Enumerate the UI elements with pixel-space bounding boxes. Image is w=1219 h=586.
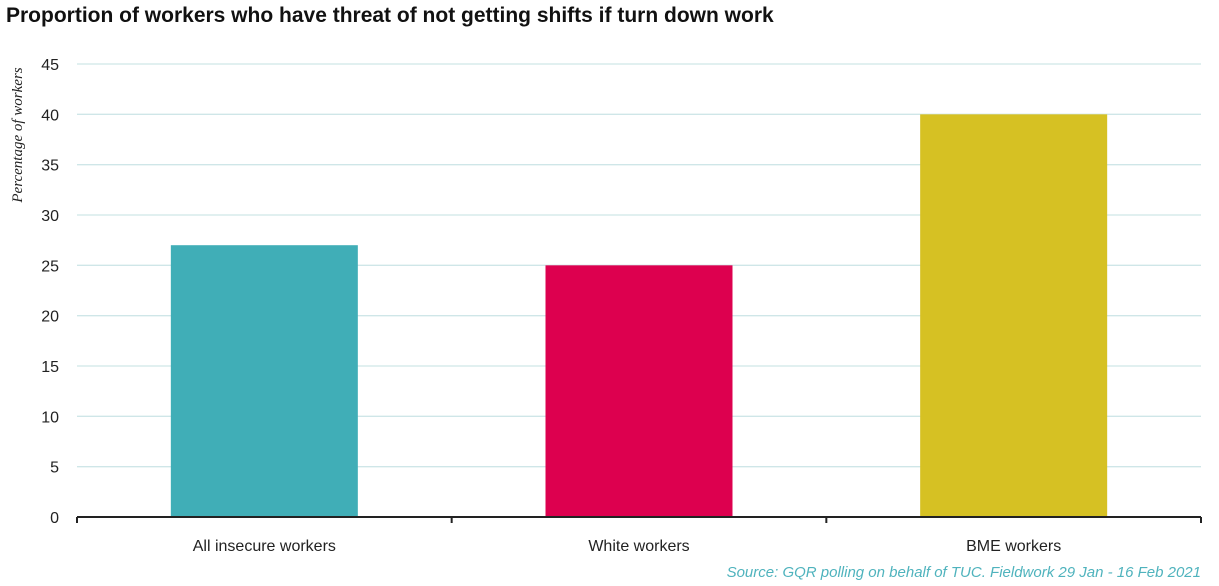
x-category-label: BME workers — [966, 538, 1061, 555]
source-note: Source: GQR polling on behalf of TUC. Fi… — [726, 564, 1201, 581]
bar — [545, 265, 733, 517]
x-category-label: All insecure workers — [193, 538, 336, 555]
y-tick-label: 45 — [41, 57, 59, 74]
y-tick-label: 5 — [50, 460, 59, 477]
x-axis-categories: All insecure workers White workers BME wor… — [193, 538, 1061, 555]
x-axis — [76, 516, 1202, 523]
y-axis-label: Percentage of workers — [10, 67, 26, 203]
bar — [170, 245, 358, 517]
y-tick-label: 35 — [41, 158, 59, 175]
bar — [920, 114, 1108, 517]
y-tick-label: 10 — [41, 409, 59, 426]
x-category-label: White workers — [588, 538, 689, 555]
y-tick-label: 15 — [41, 359, 59, 376]
y-axis-ticks: 0 5 10 15 20 25 30 35 40 45 — [41, 57, 59, 527]
y-tick-label: 0 — [50, 510, 59, 527]
bars — [170, 114, 1108, 517]
y-tick-label: 20 — [41, 309, 59, 326]
y-tick-label: 40 — [41, 107, 59, 124]
chart-title: Proportion of workers who have threat of… — [6, 4, 774, 27]
y-tick-label: 25 — [41, 258, 59, 275]
y-tick-label: 30 — [41, 208, 59, 225]
